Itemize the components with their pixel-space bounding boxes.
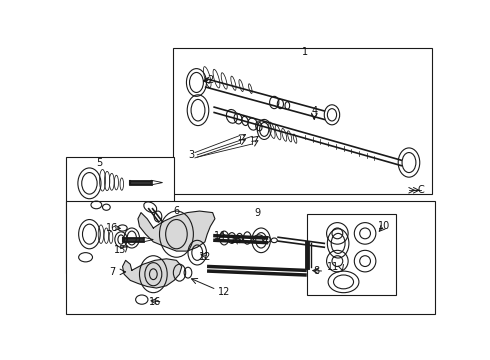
Text: 3: 3 <box>189 150 195 160</box>
Text: 12: 12 <box>218 287 230 297</box>
Text: 4: 4 <box>311 106 318 116</box>
Bar <box>172 48 432 194</box>
Text: 7: 7 <box>109 267 116 277</box>
Text: 5: 5 <box>97 158 102 167</box>
Text: 6: 6 <box>173 206 179 216</box>
Text: 12: 12 <box>199 252 211 262</box>
Text: 1: 1 <box>302 47 308 57</box>
Polygon shape <box>122 259 182 288</box>
Text: C: C <box>418 185 425 195</box>
Text: 8: 8 <box>314 266 319 276</box>
Bar <box>66 157 174 273</box>
Text: 14: 14 <box>214 231 226 241</box>
Text: 2: 2 <box>207 75 214 85</box>
Bar <box>244 210 363 268</box>
Text: 16: 16 <box>149 297 161 307</box>
Bar <box>66 201 435 314</box>
Text: 16: 16 <box>106 223 118 233</box>
Bar <box>307 214 396 295</box>
Text: 9: 9 <box>254 208 260 217</box>
Text: 10: 10 <box>378 221 391 231</box>
Text: 15: 15 <box>114 244 126 255</box>
Polygon shape <box>138 211 215 251</box>
Text: 13: 13 <box>230 235 242 244</box>
Text: 11: 11 <box>327 261 340 271</box>
